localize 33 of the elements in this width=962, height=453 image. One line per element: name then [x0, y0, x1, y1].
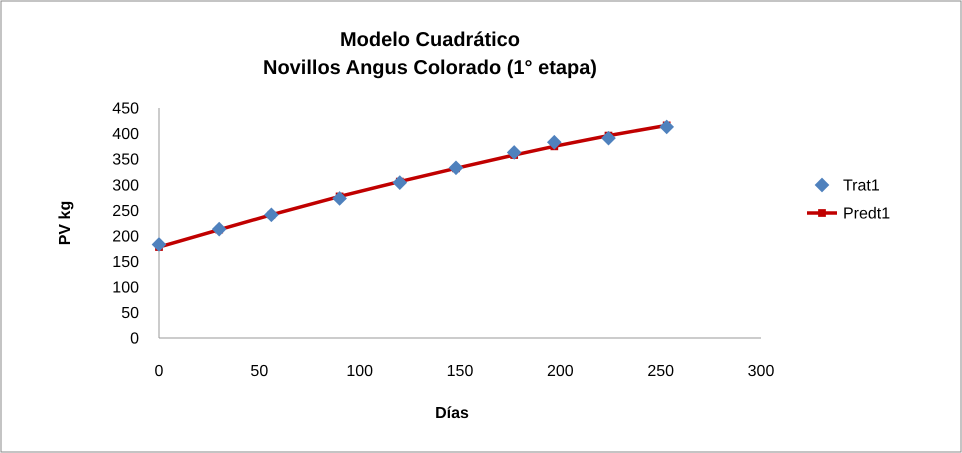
y-axis-title: PV kg — [57, 200, 74, 246]
x-tick-label: 150 — [446, 363, 474, 380]
x-axis-title: Días — [435, 405, 469, 422]
point — [546, 134, 562, 150]
point — [392, 175, 408, 190]
point — [212, 222, 227, 236]
point — [264, 207, 279, 222]
point — [601, 130, 616, 146]
x-tick-label: 250 — [647, 363, 674, 380]
y-tick-label: 0 — [130, 330, 140, 348]
point — [152, 237, 166, 252]
y-tick-label: 300 — [112, 177, 140, 194]
y-tick-label: 250 — [112, 202, 140, 220]
chart-subtitle: Novillos Angus Colorado (1° etapa) — [263, 57, 597, 79]
legend-label: Predt1 — [843, 206, 890, 223]
y-tick-label: 350 — [112, 152, 140, 169]
x-tick-label: 50 — [250, 363, 268, 380]
chart-title: Modelo Cuadrático — [340, 29, 520, 51]
x-tick-label: 300 — [748, 363, 774, 380]
y-tick-label: 100 — [112, 279, 140, 296]
point — [448, 160, 464, 176]
point — [659, 120, 674, 134]
point — [506, 145, 522, 160]
y-tick-label: 200 — [112, 228, 140, 246]
x-tick-label: 100 — [346, 363, 374, 380]
x-tick-label: 200 — [546, 363, 574, 380]
y-tick-label: 150 — [112, 254, 140, 271]
y-tick-label: 50 — [121, 305, 140, 322]
y-tick-label: 400 — [112, 126, 140, 144]
point — [332, 191, 347, 206]
y-tick-label: 450 — [112, 100, 140, 118]
x-tick-label: 0 — [154, 363, 164, 380]
legend-label: Trat1 — [843, 178, 880, 195]
